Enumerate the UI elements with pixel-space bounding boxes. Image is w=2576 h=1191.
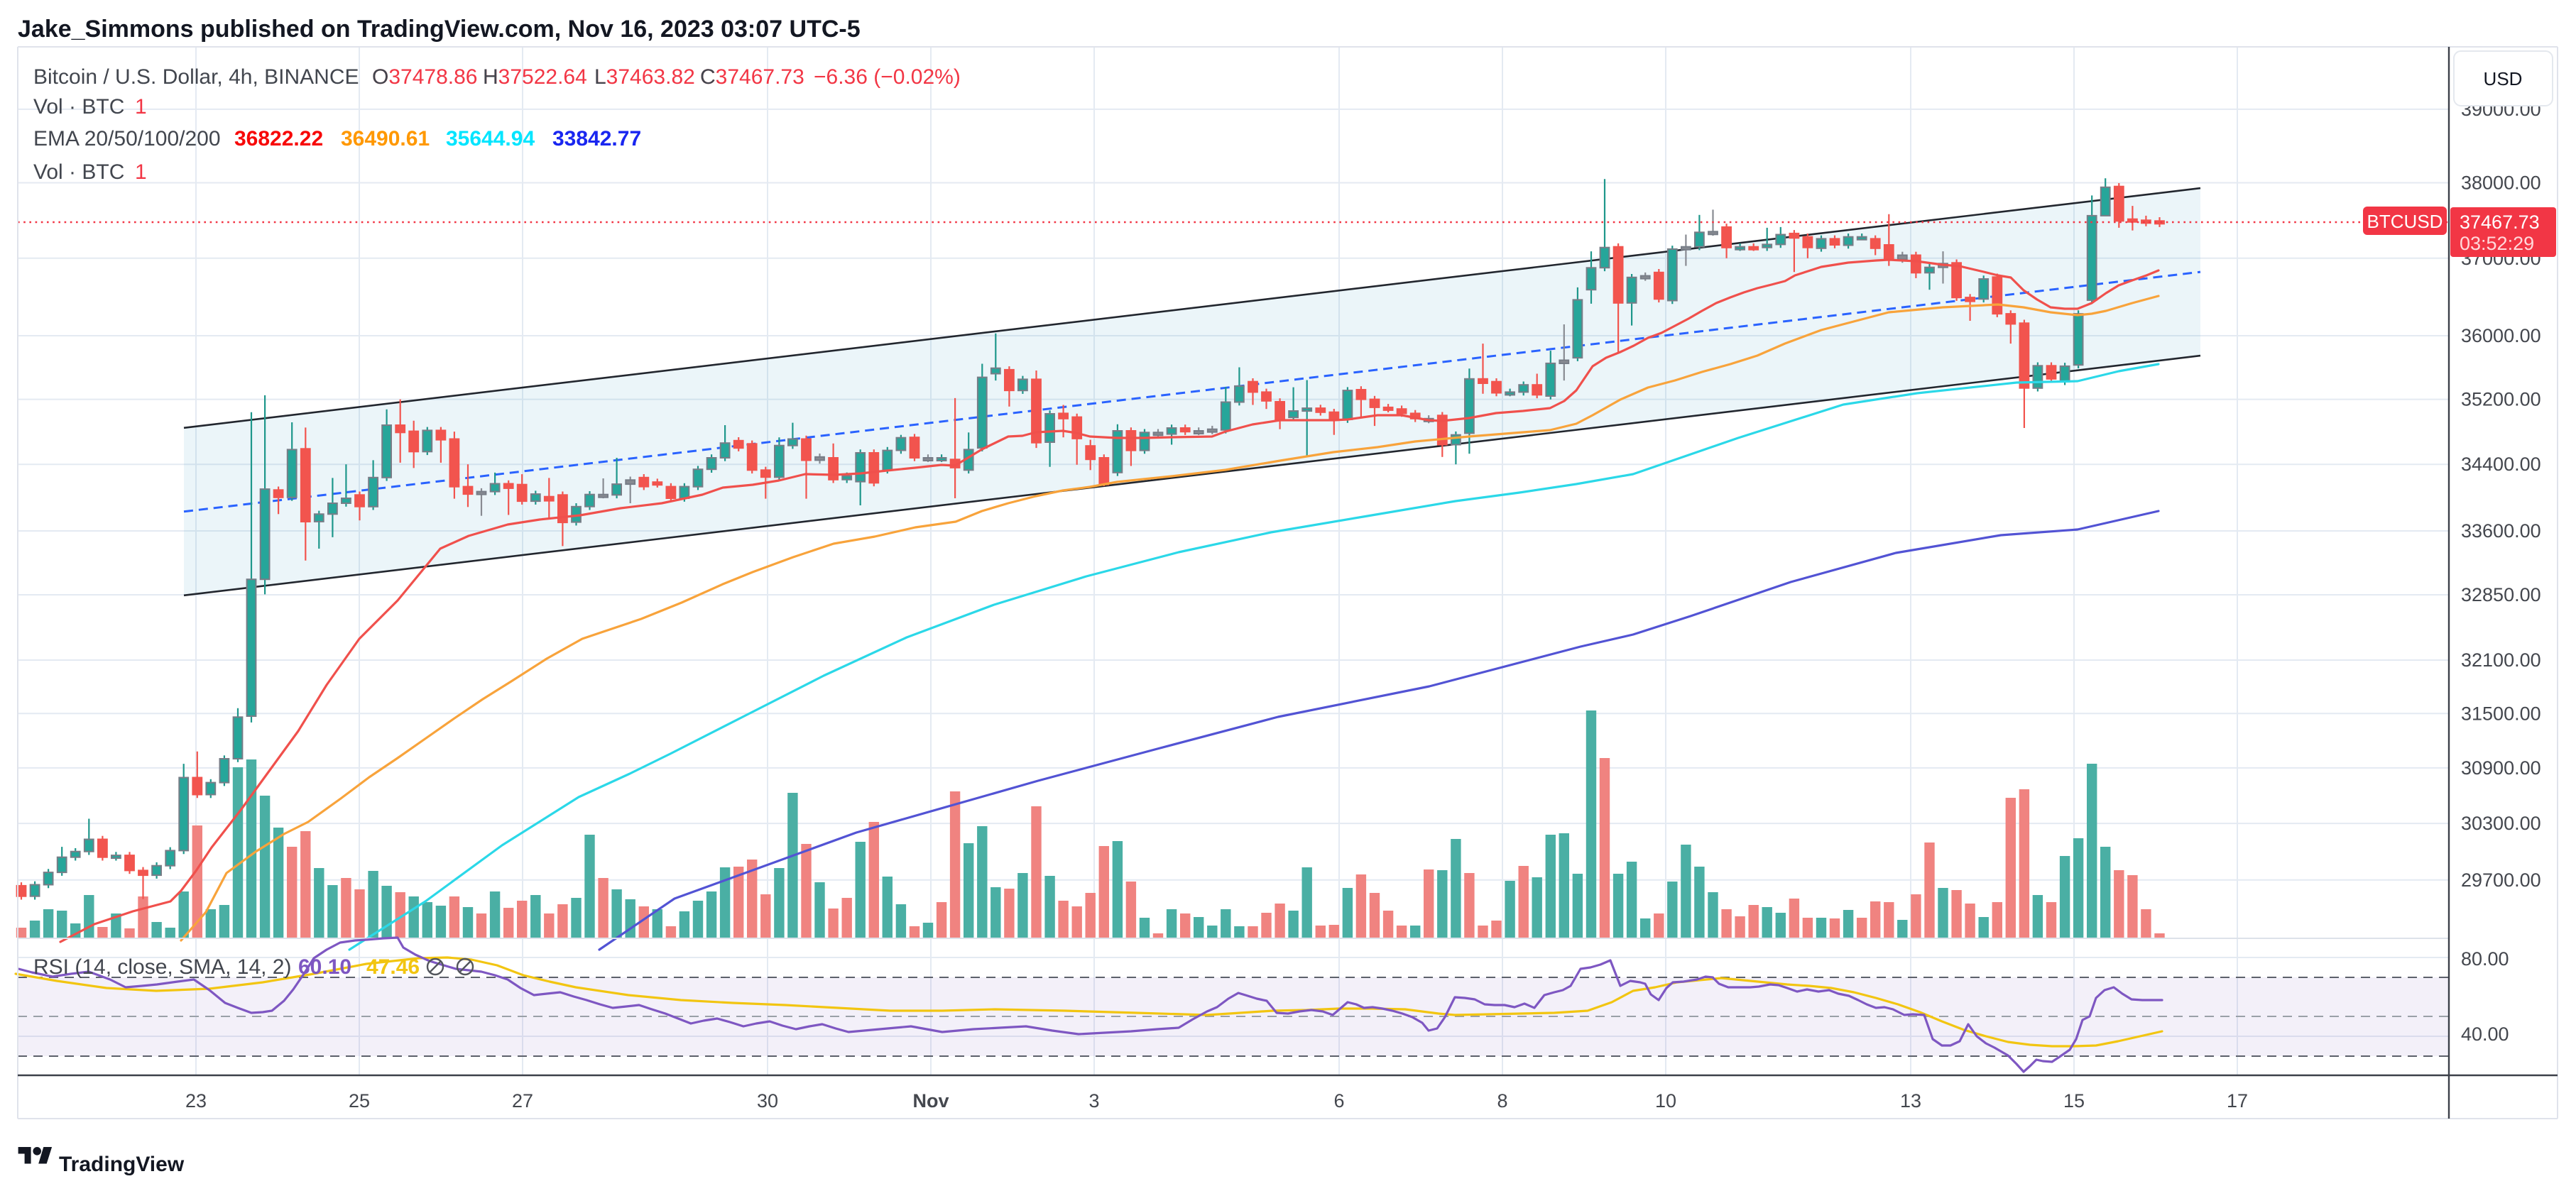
svg-text:C: C — [700, 65, 716, 89]
svg-text:1: 1 — [135, 95, 147, 119]
svg-text:27: 27 — [512, 1090, 533, 1112]
svg-text:Vol · BTC: Vol · BTC — [33, 95, 124, 119]
svg-text:38000.00: 38000.00 — [2461, 172, 2541, 194]
svg-text:O: O — [372, 65, 388, 89]
svg-text:36000.00: 36000.00 — [2461, 325, 2541, 346]
svg-text:1: 1 — [135, 160, 147, 184]
svg-text:40.00: 40.00 — [2461, 1023, 2509, 1045]
svg-text:6: 6 — [1333, 1090, 1344, 1112]
svg-text:13: 13 — [1900, 1090, 1921, 1112]
svg-text:03:52:29: 03:52:29 — [2460, 233, 2534, 254]
svg-text:30900.00: 30900.00 — [2461, 757, 2541, 779]
svg-text:C37467.73: C37467.73 — [700, 65, 804, 89]
svg-text:O37478.86: O37478.86 — [372, 65, 477, 89]
svg-text:32100.00: 32100.00 — [2461, 649, 2541, 671]
svg-text:10: 10 — [1655, 1090, 1676, 1112]
svg-text:15: 15 — [2063, 1090, 2085, 1112]
svg-text:23: 23 — [185, 1090, 207, 1112]
svg-text:30: 30 — [757, 1090, 778, 1112]
svg-text:Vol · BTC: Vol · BTC — [33, 160, 124, 184]
svg-text:36822.22: 36822.22 — [234, 127, 323, 150]
svg-text:EMA 20/50/100/200: EMA 20/50/100/200 — [33, 127, 221, 150]
svg-text:H: H — [483, 65, 498, 89]
svg-text:RSI (14, close, SMA, 14, 2): RSI (14, close, SMA, 14, 2) — [33, 955, 291, 979]
svg-text:29700.00: 29700.00 — [2461, 869, 2541, 891]
svg-text:Nov: Nov — [912, 1090, 949, 1112]
svg-text:L: L — [594, 65, 606, 89]
svg-text:31500.00: 31500.00 — [2461, 703, 2541, 724]
svg-text:Bitcoin / U.S. Dollar, 4h, BIN: Bitcoin / U.S. Dollar, 4h, BINANCE — [33, 65, 359, 89]
svg-text:32850.00: 32850.00 — [2461, 584, 2541, 605]
svg-text:−6.36 (−0.02%): −6.36 (−0.02%) — [814, 65, 961, 89]
svg-text:35200.00: 35200.00 — [2461, 389, 2541, 410]
svg-text:25: 25 — [349, 1090, 370, 1112]
svg-text:35644.94: 35644.94 — [446, 127, 535, 150]
svg-text:USD: USD — [2484, 68, 2523, 89]
svg-text:H37522.64: H37522.64 — [483, 65, 587, 89]
svg-text:36490.61: 36490.61 — [341, 127, 430, 150]
svg-text:30300.00: 30300.00 — [2461, 813, 2541, 834]
svg-text:L37463.82: L37463.82 — [594, 65, 695, 89]
svg-text:BTCUSD: BTCUSD — [2367, 211, 2443, 232]
svg-text:80.00: 80.00 — [2461, 948, 2509, 970]
svg-text:34400.00: 34400.00 — [2461, 454, 2541, 475]
svg-text:TradingView: TradingView — [59, 1153, 185, 1176]
svg-text:17: 17 — [2227, 1090, 2248, 1112]
svg-text:3: 3 — [1088, 1090, 1099, 1112]
svg-text:33842.77: 33842.77 — [552, 127, 641, 150]
svg-text:60.10: 60.10 — [298, 955, 351, 979]
svg-text:8: 8 — [1497, 1090, 1507, 1112]
svg-text:33600.00: 33600.00 — [2461, 520, 2541, 542]
svg-text:37467.73: 37467.73 — [2460, 212, 2540, 233]
svg-text:47.46: 47.46 — [366, 955, 420, 979]
svg-text:Jake_Simmons published on Trad: Jake_Simmons published on TradingView.co… — [18, 16, 861, 43]
